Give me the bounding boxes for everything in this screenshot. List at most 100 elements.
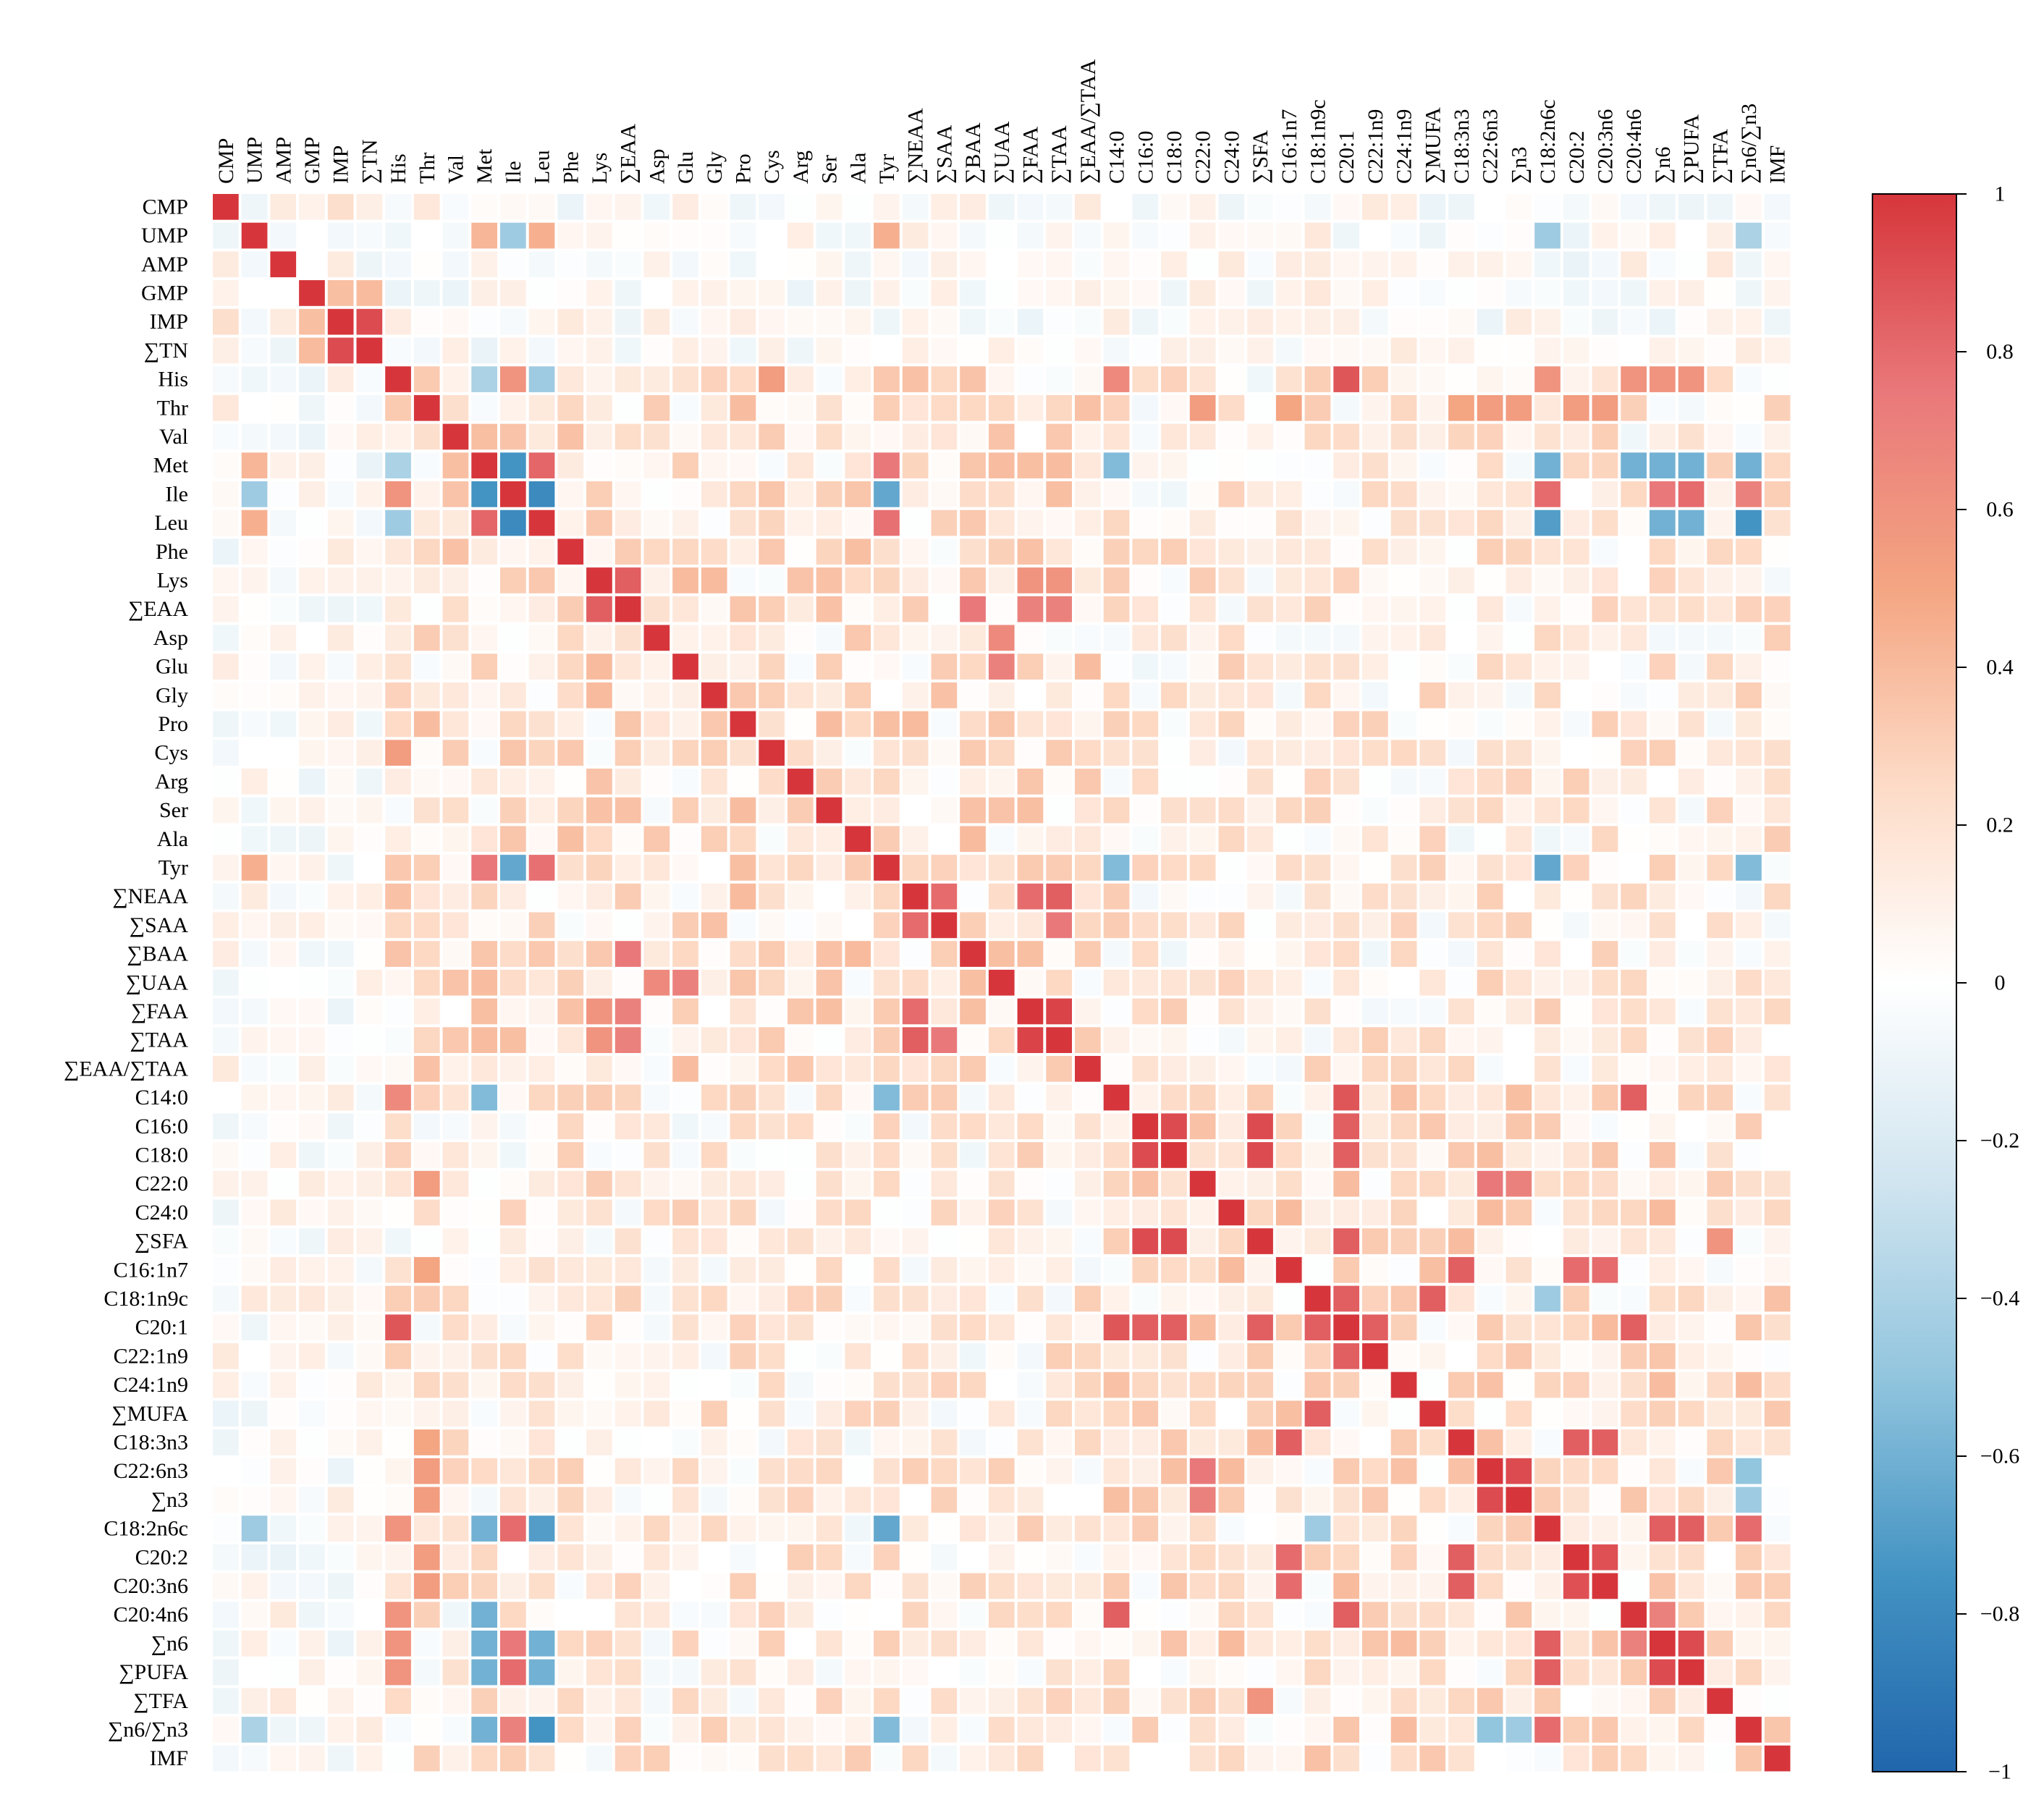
- heatmap-cell: [1621, 222, 1647, 249]
- heatmap-cell: [471, 222, 497, 249]
- heatmap-cell: [1505, 1256, 1532, 1283]
- heatmap-cell: [730, 682, 756, 709]
- heatmap-cell: [759, 1400, 785, 1427]
- heatmap-cell: [874, 337, 900, 364]
- heatmap-cell: [299, 1400, 325, 1427]
- heatmap-cell: [356, 481, 383, 507]
- heatmap-cell: [356, 969, 383, 996]
- heatmap-cell: [672, 1199, 698, 1226]
- heatmap-cell: [1046, 308, 1072, 335]
- heatmap-cell: [874, 1314, 900, 1340]
- heatmap-cell: [1707, 1688, 1733, 1715]
- heatmap-cell: [356, 998, 383, 1025]
- heatmap-cell: [1132, 1228, 1159, 1254]
- heatmap-cell: [1161, 1487, 1187, 1513]
- heatmap-cell: [615, 682, 641, 709]
- heatmap-cell: [1247, 1113, 1273, 1140]
- row-label: C18:2n6c: [104, 1517, 188, 1541]
- heatmap-cell: [902, 510, 929, 536]
- heatmap-cell: [1046, 1285, 1072, 1312]
- heatmap-cell: [1275, 337, 1302, 364]
- heatmap-cell: [586, 998, 612, 1025]
- colorbar-tick-label: −0.8: [1980, 1602, 2019, 1626]
- heatmap-cell: [730, 1027, 756, 1053]
- heatmap-cell: [270, 194, 297, 220]
- heatmap-cell: [787, 1688, 814, 1715]
- heatmap-cell: [557, 1343, 584, 1369]
- heatmap-cell: [1592, 1256, 1618, 1283]
- heatmap-cell: [1218, 969, 1245, 996]
- heatmap-cell: [1592, 452, 1618, 478]
- heatmap-cell: [1247, 1170, 1273, 1197]
- heatmap-cell: [413, 797, 440, 824]
- heatmap-cell: [1736, 423, 1762, 450]
- heatmap-cell: [557, 912, 584, 939]
- heatmap-cell: [471, 1084, 497, 1111]
- heatmap-cell: [356, 1256, 383, 1283]
- heatmap-cell: [442, 366, 469, 392]
- heatmap-cell: [241, 1027, 268, 1053]
- heatmap-cell: [385, 366, 411, 392]
- heatmap-cell: [1161, 251, 1187, 278]
- heatmap-cell: [931, 625, 958, 651]
- heatmap-cell: [931, 1429, 958, 1455]
- heatmap-cell: [1046, 510, 1072, 536]
- heatmap-cell: [1075, 1199, 1101, 1226]
- heatmap-cell: [672, 1717, 698, 1743]
- heatmap-cell: [557, 1631, 584, 1657]
- heatmap-cell: [586, 941, 612, 967]
- heatmap-cell: [1189, 1631, 1216, 1657]
- row-label: ∑TAA: [130, 1028, 188, 1052]
- heatmap-cell: [1075, 1573, 1101, 1599]
- heatmap-cell: [1017, 1516, 1044, 1542]
- heatmap-cell: [1275, 1400, 1302, 1427]
- heatmap-cell: [241, 1573, 268, 1599]
- heatmap-cell: [385, 769, 411, 795]
- row-label: C24:1n9: [114, 1373, 188, 1397]
- heatmap-cell: [1563, 941, 1589, 967]
- heatmap-cell: [845, 596, 871, 622]
- heatmap-cell: [1247, 826, 1273, 853]
- heatmap-cell: [1017, 855, 1044, 881]
- heatmap-cell: [759, 1285, 785, 1312]
- heatmap-cell: [1477, 280, 1503, 306]
- heatmap-cell: [500, 337, 526, 364]
- heatmap-cell: [1103, 510, 1130, 536]
- heatmap-cell: [1275, 912, 1302, 939]
- heatmap-cell: [1046, 682, 1072, 709]
- colorbar-tick-label: 0.8: [1986, 340, 2014, 364]
- heatmap-cell: [1477, 1573, 1503, 1599]
- heatmap-cell: [701, 1170, 727, 1197]
- heatmap-cell: [500, 1458, 526, 1484]
- heatmap-cell: [1419, 1228, 1446, 1254]
- heatmap-cell: [672, 280, 698, 306]
- heatmap-cell: [1650, 1400, 1676, 1427]
- heatmap-cell: [845, 251, 871, 278]
- heatmap-cell: [1563, 394, 1589, 421]
- heatmap-cell: [270, 1573, 297, 1599]
- heatmap-cell: [528, 308, 555, 335]
- heatmap-cell: [528, 941, 555, 967]
- heatmap-cell: [874, 654, 900, 680]
- heatmap-cell: [931, 1631, 958, 1657]
- heatmap-cell: [471, 1400, 497, 1427]
- heatmap-cell: [1736, 998, 1762, 1025]
- heatmap-cell: [1621, 1314, 1647, 1340]
- heatmap-cell: [1563, 1487, 1589, 1513]
- heatmap-cell: [1477, 682, 1503, 709]
- heatmap-cell: [643, 452, 670, 478]
- heatmap-cell: [730, 1717, 756, 1743]
- heatmap-cell: [1592, 481, 1618, 507]
- heatmap-cell: [1707, 280, 1733, 306]
- heatmap-cell: [1505, 1688, 1532, 1715]
- heatmap-cell: [1390, 883, 1417, 910]
- heatmap-cell: [413, 1544, 440, 1571]
- heatmap-cell: [1707, 883, 1733, 910]
- column-label: Gly: [703, 151, 727, 184]
- heatmap-cell: [528, 740, 555, 766]
- heatmap-cell: [1132, 280, 1159, 306]
- heatmap-cell: [672, 1429, 698, 1455]
- heatmap-cell: [241, 711, 268, 737]
- heatmap-cell: [1563, 1573, 1589, 1599]
- heatmap-cell: [557, 251, 584, 278]
